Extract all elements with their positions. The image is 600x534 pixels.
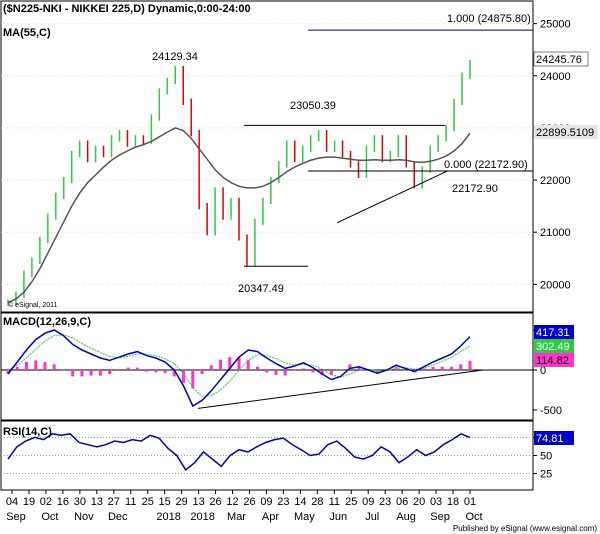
hist-value: 114.82 <box>536 355 569 367</box>
time-month-label: May <box>294 511 315 523</box>
time-tick-label: 15 <box>159 496 171 508</box>
ma-label: MA(55,C) <box>3 27 51 39</box>
footer-credit: Published by eSignal (www.esignal.com) <box>453 524 597 533</box>
time-tick-label: 13 <box>91 496 103 508</box>
price-tick-label: 20000 <box>540 279 571 291</box>
time-month-label: Jul <box>365 511 379 523</box>
support-trendline <box>336 170 448 224</box>
time-tick-label: 18 <box>447 496 459 508</box>
rsi-value-box <box>534 431 574 445</box>
support-label: 22172.90 <box>452 183 498 195</box>
macd-tick-label: 0 <box>540 365 546 377</box>
time-tick-label: 03 <box>430 496 442 508</box>
ma-line <box>7 127 471 304</box>
price-tick-label: 22000 <box>540 175 571 187</box>
signal-value: 302.49 <box>536 341 570 353</box>
ma-value-box <box>534 125 598 139</box>
time-tick-label: 06 <box>396 496 408 508</box>
time-tick-label: 25 <box>345 496 357 508</box>
time-tick-label: 09 <box>362 496 374 508</box>
signal-line <box>7 334 471 397</box>
rsi-value: 74.81 <box>536 433 564 445</box>
price-tick-label: 21000 <box>540 227 571 239</box>
time-tick-label: 26 <box>209 496 221 508</box>
rsi-tick-label: 25 <box>540 469 552 481</box>
low-label: 20347.49 <box>238 283 284 295</box>
hist-value-box <box>534 353 574 367</box>
macd-line <box>7 329 471 408</box>
time-tick-label: 11 <box>125 496 136 508</box>
time-tick-label: 28 <box>311 496 323 508</box>
price-panel-frame <box>0 0 534 313</box>
time-month-label: Sep <box>6 511 26 523</box>
time-tick-label: 09 <box>260 496 272 508</box>
high-label: 24129.34 <box>152 51 198 63</box>
time-month-label: Oct <box>465 511 482 523</box>
time-tick-label: 11 <box>329 496 340 508</box>
rsi-label: RSI(14,C) <box>3 426 52 438</box>
time-tick-label: 02 <box>40 496 52 508</box>
time-tick-label: 26 <box>243 496 255 508</box>
resistance-label: 23050.39 <box>290 100 336 112</box>
time-month-label: Apr <box>262 511 279 523</box>
price-tick-label: 24000 <box>540 71 571 83</box>
time-month-label: Sep <box>430 511 450 523</box>
macd-value: 417.31 <box>536 327 570 339</box>
time-month-label: Aug <box>396 511 416 523</box>
time-month-label: Jun <box>329 511 347 523</box>
time-tick-label: 23 <box>379 496 391 508</box>
macd-value-box <box>534 325 574 339</box>
time-tick-label: 16 <box>57 496 69 508</box>
rsi-panel-frame <box>0 420 534 491</box>
time-month-label: 2018 <box>156 511 180 523</box>
time-tick-label: 23 <box>277 496 289 508</box>
last-price-box <box>533 51 589 67</box>
time-tick-label: 20 <box>413 496 425 508</box>
rsi-tick-label: 50 <box>540 451 552 463</box>
time-tick-label: 04 <box>6 496 18 508</box>
macd-label: MACD(12,26,9,C) <box>3 316 91 328</box>
macd-panel-frame <box>0 312 534 421</box>
ma-value: 22899.5109 <box>536 127 594 139</box>
time-month-label: Nov <box>74 511 94 523</box>
macd-trendline <box>197 369 484 409</box>
fib-0-label: 0.000 (22172.90) <box>444 159 528 171</box>
time-tick-label: 19 <box>23 496 35 508</box>
time-tick-label: 30 <box>74 496 86 508</box>
watermark: © eSignal, 2011 <box>8 301 58 309</box>
chart-title: ($N225-NKI - NIKKEI 225,D) Dynamic,0:00-… <box>3 3 251 15</box>
time-month-label: Oct <box>41 511 58 523</box>
time-month-label: Mar <box>227 511 246 523</box>
time-month-label: Dec <box>108 511 128 523</box>
rsi-line <box>7 432 471 472</box>
time-tick-label: 25 <box>142 496 154 508</box>
time-tick-label: 13 <box>192 496 204 508</box>
time-tick-label: 01 <box>464 496 476 508</box>
time-tick-label: 29 <box>176 496 188 508</box>
price-tick-label: 25000 <box>540 19 571 31</box>
time-tick-label: 12 <box>226 496 238 508</box>
time-tick-label: 14 <box>294 496 306 508</box>
time-tick-label: 27 <box>108 496 120 508</box>
fib-1-label: 1.000 (24875.80) <box>447 13 531 25</box>
macd-tick-label: -500 <box>540 405 562 417</box>
last-price-value: 24245.76 <box>536 54 582 66</box>
signal-value-box <box>534 339 574 353</box>
time-month-label: 2018 <box>190 511 214 523</box>
